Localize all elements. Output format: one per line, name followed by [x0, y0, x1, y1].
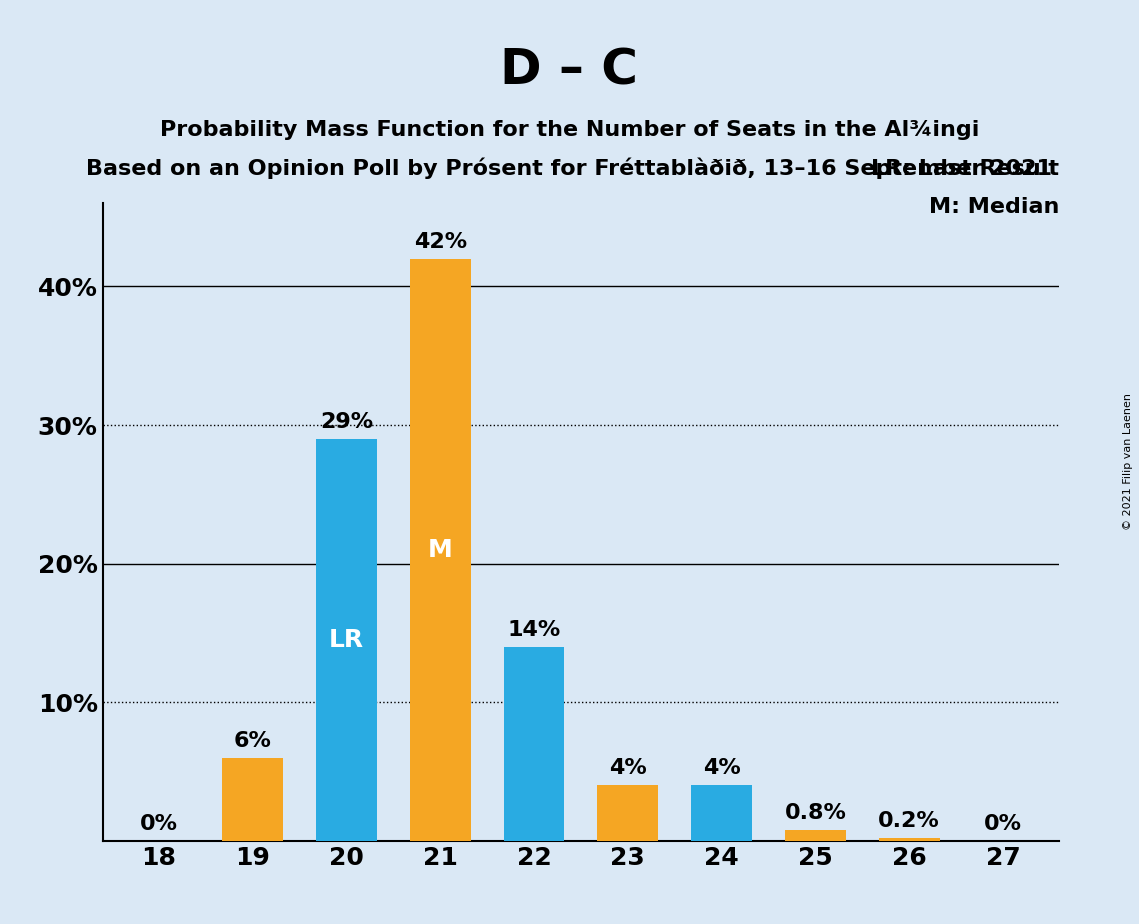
- Text: LR: Last Result: LR: Last Result: [871, 159, 1059, 178]
- Text: 29%: 29%: [320, 412, 372, 432]
- Bar: [222, 758, 284, 841]
- Text: © 2021 Filip van Laenen: © 2021 Filip van Laenen: [1123, 394, 1133, 530]
- Text: 6%: 6%: [233, 731, 271, 750]
- Bar: [785, 830, 846, 841]
- Text: Probability Mass Function for the Number of Seats in the Al¾ingi: Probability Mass Function for the Number…: [159, 120, 980, 140]
- Text: 4%: 4%: [609, 759, 647, 778]
- Text: D – C: D – C: [500, 46, 639, 94]
- Bar: [597, 785, 658, 841]
- Text: 0%: 0%: [140, 814, 178, 834]
- Bar: [410, 259, 470, 841]
- Text: M: M: [428, 538, 452, 562]
- Text: M: Median: M: Median: [929, 197, 1059, 217]
- Text: 0.8%: 0.8%: [785, 803, 846, 823]
- Bar: [691, 785, 752, 841]
- Text: 0%: 0%: [984, 814, 1022, 834]
- Text: LR: LR: [329, 628, 364, 651]
- Bar: [503, 647, 565, 841]
- Text: 4%: 4%: [703, 759, 740, 778]
- Text: 0.2%: 0.2%: [878, 811, 940, 832]
- Text: 42%: 42%: [413, 232, 467, 251]
- Text: 14%: 14%: [507, 620, 560, 639]
- Bar: [878, 838, 940, 841]
- Bar: [316, 439, 377, 841]
- Text: Based on an Opinion Poll by Prósent for Fréttablàðið, 13–16 September 2021: Based on an Opinion Poll by Prósent for …: [87, 157, 1052, 178]
